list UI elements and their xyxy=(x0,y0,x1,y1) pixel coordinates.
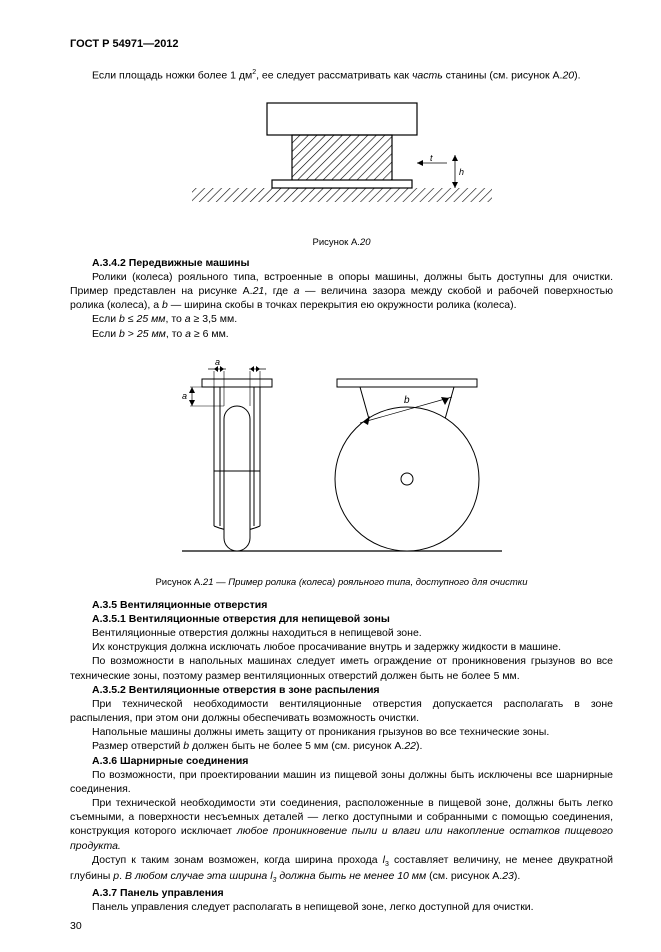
text: , то xyxy=(166,313,185,325)
paragraph: При технической необходимости вентиляцио… xyxy=(70,697,613,725)
text-italic: 21 xyxy=(203,577,214,588)
text-italic: 22 xyxy=(404,740,416,752)
text-italic: 25 мм xyxy=(137,328,166,340)
dim-label-b: b xyxy=(404,395,410,406)
text: Панель управления xyxy=(120,887,224,899)
text-italic: 20 xyxy=(360,237,371,248)
figure-caption: Рисунок А.21 — Пример ролика (колеса) ро… xyxy=(70,577,613,588)
paragraph: Доступ к таким зонам возможен, когда шир… xyxy=(70,853,613,886)
paragraph: Если площадь ножки более 1 дм2, ее следу… xyxy=(70,68,613,83)
document-header: ГОСТ Р 54971—2012 xyxy=(70,38,613,50)
section-heading: А.3.5 Вентиляционные отверстия xyxy=(70,598,613,612)
paragraph: Если b > 25 мм, то а ≥ 6 мм. xyxy=(70,327,613,341)
section-heading: А.3.6 Шарнирные соединения xyxy=(70,754,613,768)
text: ≥ 6 мм. xyxy=(191,328,229,340)
text: — ширина скобы в точках перекрытия ею ок… xyxy=(168,299,517,311)
text: (см. рисунок А. xyxy=(429,870,502,882)
text: Если площадь ножки более 1 дм xyxy=(92,70,252,82)
paragraph: По возможности в напольных машинах следу… xyxy=(70,654,613,682)
text: А.3.6 xyxy=(92,755,120,767)
text-italic: должна быть не менее 10 мм xyxy=(276,870,429,882)
text: Доступ к таким зонам возможен, когда шир… xyxy=(92,854,383,866)
text: Вентиляционные отверстия для непищевой з… xyxy=(129,613,390,625)
page-number: 30 xyxy=(70,920,613,932)
text: Шарнирные соединения xyxy=(120,755,248,767)
figure-a21: a a b xyxy=(142,351,542,571)
paragraph: Вентиляционные отверстия должны находить… xyxy=(70,626,613,640)
text: Если xyxy=(92,328,119,340)
figure-a20: t h xyxy=(172,93,512,231)
text: А.3.5 xyxy=(92,599,120,611)
text: Передвижные машины xyxy=(129,257,250,269)
text: станины (см. рисунок А. xyxy=(443,70,563,82)
text: А.3.7 xyxy=(92,887,120,899)
dim-label-t: t xyxy=(430,153,433,163)
section-heading: А.3.5.2 Вентиляционные отверстия в зоне … xyxy=(70,683,613,697)
text-italic: 25 мм xyxy=(137,313,166,325)
text-italic: часть xyxy=(412,70,443,82)
text: ). xyxy=(574,70,580,82)
text: должен быть не более 5 мм (см. рисунок А… xyxy=(189,740,404,752)
paragraph: Ролики (колеса) рояльного типа, встроенн… xyxy=(70,270,613,313)
text: Рисунок А. xyxy=(155,577,202,588)
text: ≥ 3,5 мм. xyxy=(191,313,237,325)
text-italic: 21 xyxy=(253,285,265,297)
text: Рисунок А. xyxy=(312,237,359,248)
paragraph: Панель управления следует располагать в … xyxy=(70,900,613,914)
paragraph: Напольные машины должны иметь защиту от … xyxy=(70,725,613,739)
text: ≤ xyxy=(125,313,137,325)
paragraph: Их конструкция должна исключать любое пр… xyxy=(70,640,613,654)
section-heading: А.3.7 Панель управления xyxy=(70,886,613,900)
text: А.3.5.2 xyxy=(92,684,129,696)
text: ). xyxy=(416,740,422,752)
section-heading: А.3.4.2 Передвижные машины xyxy=(70,256,613,270)
text: , то xyxy=(166,328,185,340)
svg-text:a: a xyxy=(182,391,187,401)
text: А.3.4.2 xyxy=(92,257,129,269)
dim-label-h: h xyxy=(459,167,464,177)
text: А.3.5.1 xyxy=(92,613,129,625)
paragraph: При технической необходимости эти соедин… xyxy=(70,796,613,853)
text: Вентиляционные отверстия в зоне распылен… xyxy=(129,684,380,696)
dim-label-a: a xyxy=(215,357,220,367)
text: , ее следует рассматривать как xyxy=(256,70,412,82)
text-italic: — Пример ролика (колеса) рояльного типа,… xyxy=(214,577,528,588)
text-italic: 20 xyxy=(562,70,574,82)
text: Размер отверстий xyxy=(92,740,183,752)
section-heading: А.3.5.1 Вентиляционные отверстия для неп… xyxy=(70,612,613,626)
figure-caption: Рисунок А.20 xyxy=(70,237,613,248)
paragraph: Размер отверстий b должен быть не более … xyxy=(70,739,613,753)
text: , где xyxy=(264,285,293,297)
paragraph: По возможности, при проектировании машин… xyxy=(70,768,613,796)
text: ). xyxy=(514,870,520,882)
text: Вентиляционные отверстия xyxy=(120,599,267,611)
text-italic: В любом случае эта ширина l xyxy=(125,870,273,882)
text: Если xyxy=(92,313,119,325)
text: > xyxy=(125,328,137,340)
text-italic: 23 xyxy=(502,870,514,882)
paragraph: Если b ≤ 25 мм, то а ≥ 3,5 мм. xyxy=(70,312,613,326)
